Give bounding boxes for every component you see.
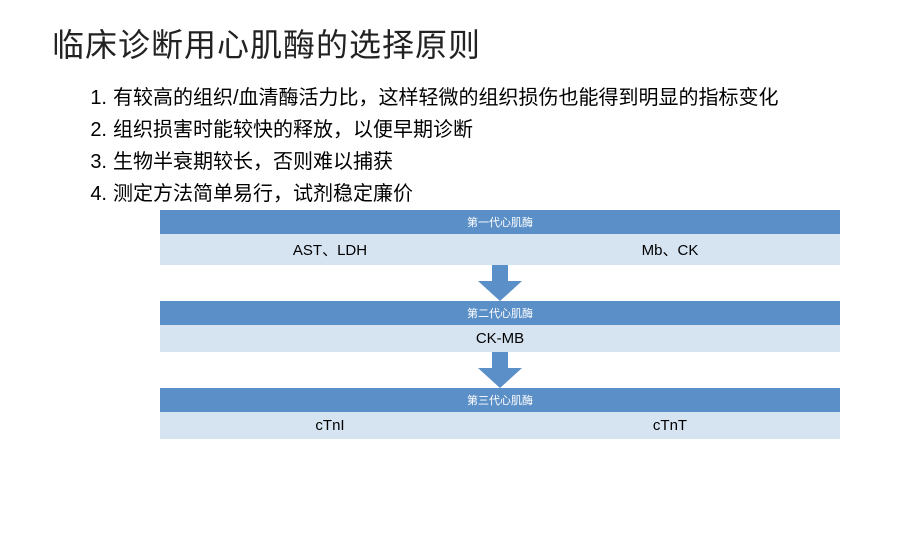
- page-title: 临床诊断用心肌酶的选择原则: [52, 20, 920, 66]
- arrow-path: [478, 265, 522, 301]
- gen-3-body: cTnI cTnT: [160, 412, 840, 439]
- gen-1-header: 第一代心肌酶: [160, 210, 840, 234]
- gen-2-cell-0: CK-MB: [160, 325, 840, 352]
- gen-1-cell-0: AST、LDH: [160, 234, 500, 265]
- arrow-down-icon: [478, 265, 522, 301]
- gen-2-body: CK-MB: [160, 325, 840, 352]
- gen-1-cell-1: Mb、CK: [500, 234, 840, 265]
- principles-list: 1. 有较高的组织/血清酶活力比，这样轻微的组织损伤也能得到明显的指标变化 2.…: [85, 84, 865, 208]
- list-num: 4.: [85, 180, 113, 208]
- list-item: 4. 测定方法简单易行，试剂稳定廉价: [85, 180, 865, 208]
- list-num: 3.: [85, 148, 113, 176]
- gen-1-block: 第一代心肌酶 AST、LDH Mb、CK: [160, 210, 840, 265]
- gen-3-cell-1: cTnT: [500, 412, 840, 439]
- generations-diagram: 第一代心肌酶 AST、LDH Mb、CK 第二代心肌酶 CK-MB 第三代心肌酶…: [160, 210, 840, 439]
- gen-3-block: 第三代心肌酶 cTnI cTnT: [160, 388, 840, 439]
- list-item: 1. 有较高的组织/血清酶活力比，这样轻微的组织损伤也能得到明显的指标变化: [85, 84, 865, 112]
- gen-3-header: 第三代心肌酶: [160, 388, 840, 412]
- list-item: 2. 组织损害时能较快的释放，以便早期诊断: [85, 116, 865, 144]
- gen-1-body: AST、LDH Mb、CK: [160, 234, 840, 265]
- list-text: 组织损害时能较快的释放，以便早期诊断: [113, 116, 865, 144]
- arrow-path: [478, 352, 522, 388]
- list-num: 2.: [85, 116, 113, 144]
- list-item: 3. 生物半衰期较长，否则难以捕获: [85, 148, 865, 176]
- arrow-down-icon: [478, 352, 522, 388]
- arrow-1: [160, 265, 840, 301]
- list-text: 测定方法简单易行，试剂稳定廉价: [113, 180, 865, 208]
- gen-2-header: 第二代心肌酶: [160, 301, 840, 325]
- list-text: 生物半衰期较长，否则难以捕获: [113, 148, 865, 176]
- gen-2-block: 第二代心肌酶 CK-MB: [160, 301, 840, 352]
- gen-3-cell-0: cTnI: [160, 412, 500, 439]
- list-num: 1.: [85, 84, 113, 112]
- arrow-2: [160, 352, 840, 388]
- list-text: 有较高的组织/血清酶活力比，这样轻微的组织损伤也能得到明显的指标变化: [113, 84, 865, 112]
